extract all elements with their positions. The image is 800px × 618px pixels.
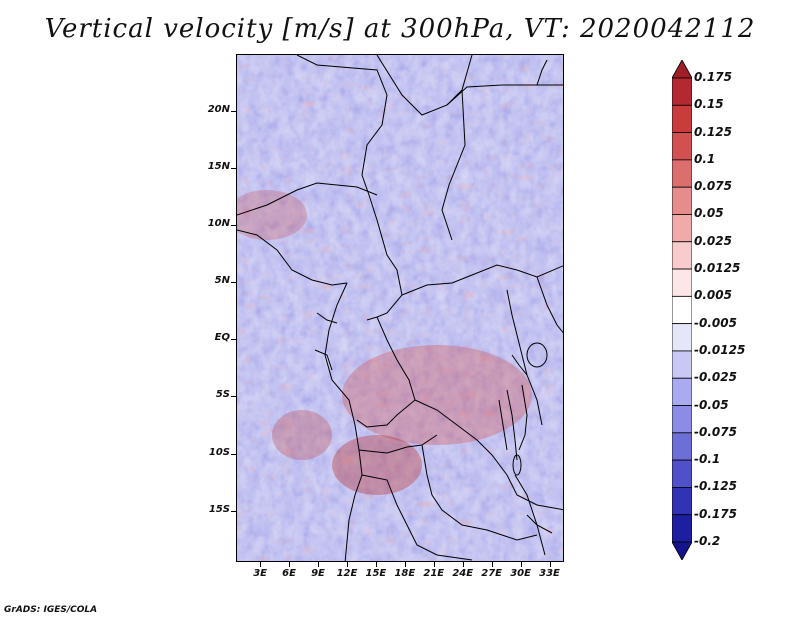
colorbar-max-arrow	[671, 59, 693, 79]
colorbar-swatch	[671, 104, 693, 133]
colorbar-swatch	[671, 487, 693, 516]
lon-label: 3E	[253, 568, 267, 579]
country-borders	[237, 55, 563, 561]
lat-tick	[231, 453, 236, 455]
colorbar-swatch	[671, 377, 693, 406]
colorbar-swatch	[671, 132, 693, 161]
lon-label: 12E	[336, 568, 358, 579]
colorbar-label: 0.125	[694, 124, 732, 139]
lon-tick	[404, 562, 406, 567]
lat-label: 15N	[207, 161, 230, 173]
lat-tick	[231, 282, 236, 284]
colorbar-label: -0.175	[694, 506, 737, 521]
updraft-region-angola	[332, 435, 422, 495]
lat-tick	[231, 111, 236, 113]
colorbar-label: 0.025	[694, 233, 732, 248]
lat-label: 10S	[208, 446, 230, 458]
colorbar-swatch	[671, 77, 693, 106]
colorbar-swatch	[671, 295, 693, 325]
colorbar-swatch	[671, 459, 693, 488]
colorbar-label: -0.2	[694, 534, 721, 548]
colorbar-swatch	[671, 323, 693, 352]
lon-label: 27E	[481, 568, 503, 579]
lon-label: 30E	[510, 568, 531, 579]
lon-tick	[289, 562, 291, 567]
lon-tick	[491, 562, 493, 567]
lat-label: 5N	[214, 275, 230, 287]
colorbar-label: 0.1	[694, 151, 716, 166]
lon-tick	[375, 562, 377, 567]
colorbar-label: -0.005	[694, 315, 737, 330]
lat-label: 20N	[207, 104, 230, 116]
updraft-region-west	[237, 190, 307, 240]
colorbar: 0.175 0.15 0.125 0.1 0.075 0.05 0.025 0.0125 0.0…	[671, 59, 792, 561]
colorbar-label: 0.0125	[694, 261, 741, 276]
lat-label: 15S	[208, 503, 230, 515]
colorbar-label: 0.175	[694, 70, 732, 84]
lon-label: 24E	[452, 568, 474, 579]
colorbar-swatch	[671, 432, 693, 461]
lat-tick	[231, 396, 236, 398]
white-noise-field	[237, 55, 563, 561]
colorbar-label: -0.025	[694, 370, 737, 385]
map-canvas	[237, 55, 563, 561]
colorbar-label: 0.005	[694, 288, 732, 303]
lon-tick	[260, 562, 262, 567]
colorbar-swatches	[671, 59, 693, 561]
lat-tick	[231, 168, 236, 170]
colorbar-swatch	[671, 405, 693, 434]
map-title: Vertical velocity [m/s] at 300hPa, VT: 2…	[44, 14, 756, 44]
colorbar-label: -0.0125	[694, 342, 746, 357]
velocity-map	[236, 54, 564, 562]
lon-label: 18E	[394, 568, 416, 579]
colorbar-label: -0.075	[694, 424, 737, 439]
lon-label: 33E	[539, 568, 560, 579]
lon-tick	[520, 562, 522, 567]
lon-tick	[462, 562, 464, 567]
lon-label: 6E	[282, 568, 296, 579]
lakes	[498, 342, 548, 476]
lat-label: EQ	[214, 332, 230, 344]
updraft-region-congo	[342, 345, 532, 445]
colorbar-swatch	[671, 268, 693, 297]
colorbar-label: -0.05	[694, 397, 729, 412]
lon-tick	[433, 562, 435, 567]
lon-label: 21E	[423, 568, 445, 579]
lon-label: 15E	[365, 568, 387, 579]
colorbar-label: -0.125	[694, 479, 737, 494]
colorbar-label: 0.15	[694, 97, 724, 112]
colorbar-swatch	[671, 186, 693, 215]
lat-tick	[231, 225, 236, 227]
lon-tick	[549, 562, 551, 567]
lat-label: 5S	[215, 389, 230, 401]
lat-label: 10N	[207, 218, 230, 230]
colorbar-swatch	[671, 214, 693, 243]
colorbar-swatch	[671, 514, 693, 543]
colorbar-swatch	[671, 159, 693, 188]
colorbar-swatch	[671, 350, 693, 379]
colorbar-label: -0.1	[694, 452, 721, 467]
updraft-region-atlantic	[272, 410, 332, 460]
lon-tick	[346, 562, 348, 567]
lon-tick	[318, 562, 319, 567]
colorbar-swatch	[671, 241, 693, 270]
lat-tick	[231, 510, 236, 512]
lon-label: 9E	[311, 568, 325, 579]
colorbar-min-arrow	[671, 541, 693, 561]
colorbar-label: 0.075	[694, 179, 732, 194]
footer-credit: GrADS: IGES/COLA	[4, 605, 98, 615]
colorbar-label: 0.05	[694, 206, 724, 221]
lat-tick	[231, 339, 236, 341]
